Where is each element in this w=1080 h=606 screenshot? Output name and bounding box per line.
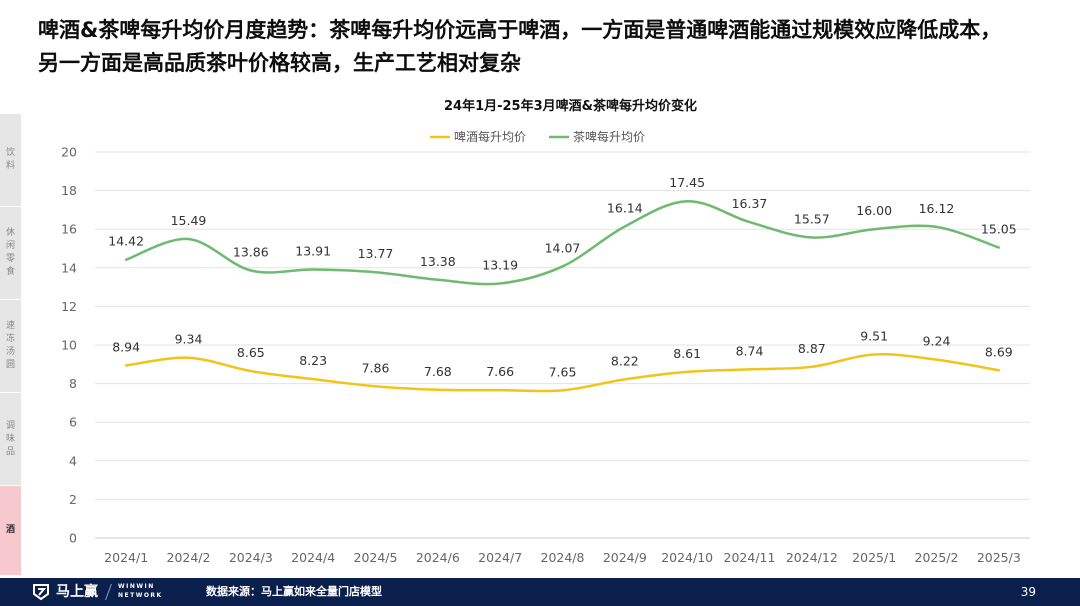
data-label: 8.22 bbox=[611, 353, 639, 368]
sidebar-tab-2[interactable]: 速冻汤圆 bbox=[0, 300, 21, 393]
sidebar-tab-label: 休闲零食 bbox=[5, 228, 15, 277]
data-label: 16.37 bbox=[732, 196, 768, 211]
y-tick-label: 4 bbox=[69, 453, 77, 468]
legend-label-0: 啤酒每升均价 bbox=[454, 129, 526, 144]
x-tick-label: 2024/4 bbox=[291, 550, 335, 565]
data-label: 14.42 bbox=[108, 234, 144, 249]
brand-divider bbox=[105, 584, 112, 600]
y-tick-label: 14 bbox=[61, 260, 77, 275]
data-label: 9.51 bbox=[860, 328, 888, 343]
sidebar-tab-0[interactable]: 饮料 bbox=[0, 114, 21, 207]
data-label: 16.00 bbox=[856, 203, 892, 218]
x-tick-label: 2025/2 bbox=[915, 550, 959, 565]
sidebar-tab-label: 饮料 bbox=[5, 148, 15, 171]
data-label: 15.05 bbox=[981, 222, 1017, 237]
footer-bar: 马上赢 WINWIN NETWORK 数据来源：马上赢如来全量门店模型 39 bbox=[0, 578, 1080, 606]
data-label: 8.74 bbox=[736, 343, 764, 358]
data-label: 8.87 bbox=[798, 341, 826, 356]
x-tick-label: 2025/1 bbox=[852, 550, 896, 565]
brand-english-line-1: WINWIN bbox=[118, 583, 155, 590]
y-tick-label: 20 bbox=[61, 145, 77, 160]
y-tick-label: 2 bbox=[69, 492, 77, 507]
data-label: 14.07 bbox=[545, 240, 581, 255]
data-label: 15.57 bbox=[794, 211, 830, 226]
data-label: 13.77 bbox=[358, 246, 394, 261]
x-tick-label: 2024/11 bbox=[724, 550, 776, 565]
x-tick-label: 2024/9 bbox=[603, 550, 647, 565]
x-tick-label: 2024/1 bbox=[104, 550, 148, 565]
x-tick-label: 2025/3 bbox=[977, 550, 1021, 565]
data-label: 8.69 bbox=[985, 344, 1013, 359]
sidebar-tab-label: 速冻汤圆 bbox=[5, 321, 15, 370]
x-tick-label: 2024/12 bbox=[786, 550, 838, 565]
data-label: 7.68 bbox=[424, 364, 452, 379]
x-tick-label: 2024/7 bbox=[478, 550, 522, 565]
legend-label-1: 茶啤每升均价 bbox=[573, 129, 645, 144]
data-label: 13.19 bbox=[482, 257, 518, 272]
data-label: 7.66 bbox=[486, 364, 514, 379]
chart-title: 24年1月-25年3月啤酒&茶啤每升均价变化 bbox=[444, 98, 697, 114]
data-label: 8.23 bbox=[299, 353, 327, 368]
data-label: 8.61 bbox=[673, 346, 701, 361]
series-line-0 bbox=[124, 352, 1001, 393]
y-tick-label: 10 bbox=[61, 338, 77, 353]
data-source-note: 数据来源：马上赢如来全量门店模型 bbox=[206, 585, 382, 598]
headline-line-2: 另一方面是高品质茶叶价格较高，生产工艺相对复杂 bbox=[38, 51, 521, 75]
data-label: 15.49 bbox=[171, 213, 207, 228]
data-label: 7.65 bbox=[549, 364, 577, 379]
page-number: 39 bbox=[1020, 585, 1036, 599]
data-label: 13.91 bbox=[295, 244, 331, 259]
data-label: 9.34 bbox=[175, 332, 203, 347]
data-label: 9.24 bbox=[923, 334, 951, 349]
category-sidebar: 饮料休闲零食速冻汤圆调味品酒 bbox=[0, 114, 22, 576]
x-tick-label: 2024/3 bbox=[229, 550, 273, 565]
brand-name: 马上赢 bbox=[56, 584, 98, 600]
sidebar-tab-3[interactable]: 调味品 bbox=[0, 393, 21, 486]
sidebar-tab-label: 调味品 bbox=[5, 420, 15, 457]
y-tick-label: 0 bbox=[69, 531, 77, 546]
series-line-1 bbox=[124, 199, 1001, 286]
x-tick-label: 2024/6 bbox=[416, 550, 460, 565]
y-tick-label: 18 bbox=[61, 183, 77, 198]
y-tick-label: 6 bbox=[69, 415, 77, 430]
chart-container: 24年1月-25年3月啤酒&茶啤每升均价变化啤酒每升均价 茶啤每升均价 0 2 4 6 8 1… bbox=[61, 98, 1030, 565]
y-tick-label: 8 bbox=[69, 376, 77, 391]
brand-english-line-2: NETWORK bbox=[118, 592, 163, 599]
data-label: 13.38 bbox=[420, 254, 456, 269]
brand-english: WINWIN NETWORK bbox=[118, 582, 163, 600]
data-label: 16.12 bbox=[919, 201, 955, 216]
data-label: 7.86 bbox=[362, 360, 390, 375]
page-headline: 啤酒&茶啤每升均价月度趋势：茶啤每升均价远高于啤酒，一方面是普通啤酒能通过规模效… bbox=[38, 14, 1048, 80]
data-label: 8.94 bbox=[112, 339, 140, 354]
data-label: 17.45 bbox=[669, 175, 705, 190]
sidebar-tab-4[interactable]: 酒 bbox=[0, 486, 21, 576]
sidebar-tab-label: 酒 bbox=[5, 525, 15, 535]
y-tick-label: 16 bbox=[61, 222, 77, 237]
headline-line-1: 啤酒&茶啤每升均价月度趋势：茶啤每升均价远高于啤酒，一方面是普通啤酒能通过规模效… bbox=[38, 18, 1002, 42]
y-tick-label: 12 bbox=[61, 299, 77, 314]
x-tick-label: 2024/8 bbox=[541, 550, 585, 565]
x-tick-label: 2024/2 bbox=[167, 550, 211, 565]
data-label: 13.86 bbox=[233, 245, 269, 260]
brand-logo-icon bbox=[33, 584, 49, 601]
data-label: 16.14 bbox=[607, 200, 643, 215]
sidebar-tab-1[interactable]: 休闲零食 bbox=[0, 207, 21, 300]
x-tick-label: 2024/5 bbox=[354, 550, 398, 565]
x-tick-label: 2024/10 bbox=[661, 550, 713, 565]
data-label: 8.65 bbox=[237, 345, 265, 360]
